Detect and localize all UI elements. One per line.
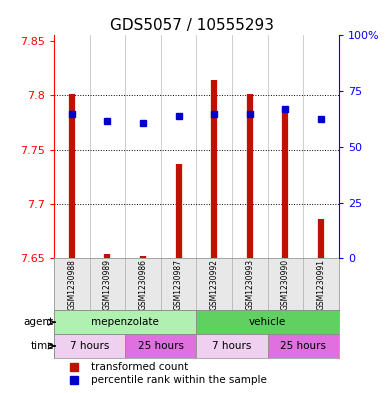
Text: time: time (30, 341, 54, 351)
Text: GSM1230993: GSM1230993 (245, 259, 254, 310)
Bar (268, 334, 339, 358)
Text: GDS5057 / 10555293: GDS5057 / 10555293 (110, 18, 275, 33)
Bar (54, 310, 196, 334)
Bar (196, 310, 339, 334)
Text: transformed count: transformed count (91, 362, 188, 372)
Text: GSM1230992: GSM1230992 (210, 259, 219, 310)
Text: GSM1230988: GSM1230988 (67, 259, 76, 310)
Text: GSM1230987: GSM1230987 (174, 259, 183, 310)
Text: GSM1230990: GSM1230990 (281, 259, 290, 310)
Text: 7 hours: 7 hours (70, 341, 109, 351)
Bar (54, 334, 125, 358)
Text: 7 hours: 7 hours (212, 341, 252, 351)
Bar (196, 334, 268, 358)
Text: agent: agent (24, 317, 54, 327)
Text: GSM1230989: GSM1230989 (103, 259, 112, 310)
Text: percentile rank within the sample: percentile rank within the sample (91, 375, 267, 385)
Bar (125, 334, 196, 358)
Text: GSM1230986: GSM1230986 (139, 259, 147, 310)
Text: mepenzolate: mepenzolate (91, 317, 159, 327)
Text: vehicle: vehicle (249, 317, 286, 327)
Text: 25 hours: 25 hours (138, 341, 184, 351)
Text: GSM1230991: GSM1230991 (316, 259, 325, 310)
Text: 25 hours: 25 hours (280, 341, 326, 351)
